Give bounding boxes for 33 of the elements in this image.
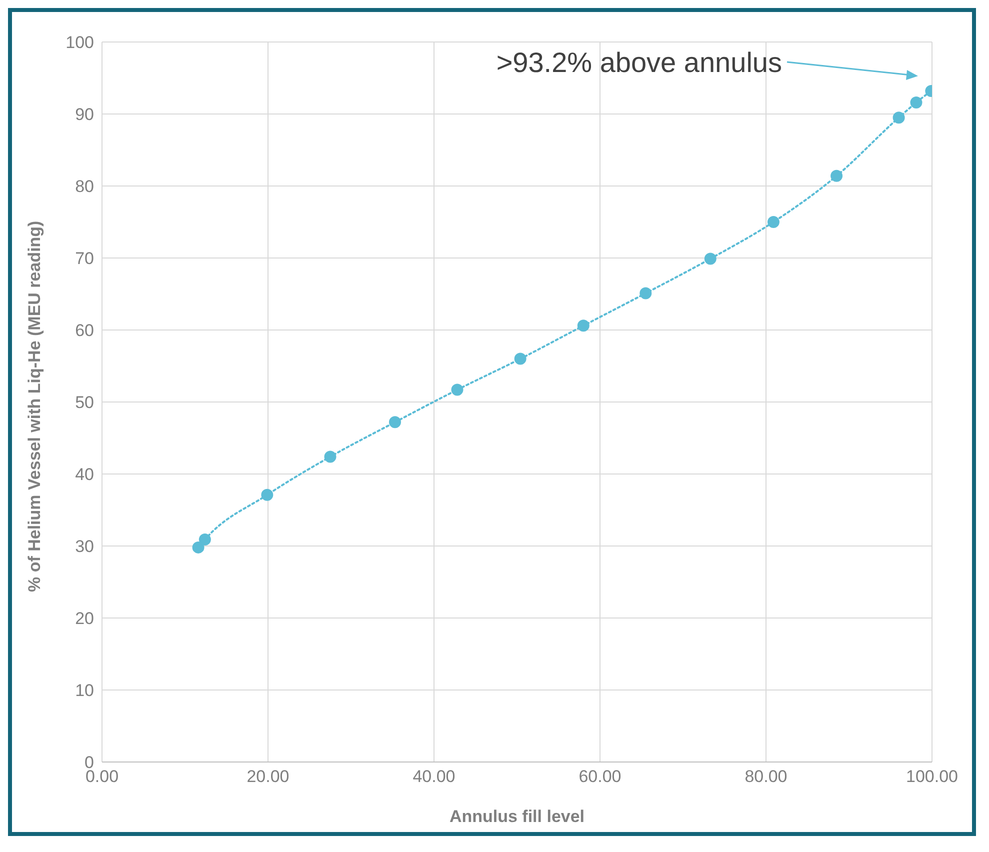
point	[451, 384, 464, 396]
point	[910, 96, 922, 108]
y-axis-title: % of Helium Vessel with Liq-He (MEU reading)	[25, 220, 44, 592]
y-tick-label: 50	[75, 393, 94, 412]
y-tick-label: 30	[75, 537, 94, 556]
y-tick-label: 70	[75, 249, 94, 268]
y-tick-label: 20	[75, 609, 94, 628]
x-tick-label: 0.00	[85, 767, 119, 786]
point	[198, 534, 211, 546]
y-tick-label: 40	[75, 465, 94, 484]
point	[830, 170, 843, 182]
x-tick-label: 100.00	[906, 767, 958, 786]
point	[577, 320, 590, 332]
point	[892, 112, 905, 124]
y-tick-label: 10	[75, 681, 94, 700]
y-tick-label: 60	[75, 321, 94, 340]
annotation: >93.2% above annulus	[496, 47, 782, 78]
point	[388, 416, 401, 428]
point	[192, 541, 204, 554]
y-tick-label: 90	[75, 105, 94, 124]
y-tick-label: 80	[75, 177, 94, 196]
y-tick-label: 100	[66, 33, 94, 52]
point	[704, 252, 716, 265]
x-tick-label: 80.00	[744, 767, 788, 786]
point	[640, 287, 652, 300]
x-tick-label: 40.00	[412, 767, 456, 786]
point	[514, 352, 526, 365]
point	[261, 488, 274, 501]
point	[324, 450, 336, 463]
x-tick-label: 60.00	[578, 767, 622, 786]
x-axis-title: Annulus fill level	[449, 807, 585, 826]
point	[767, 216, 780, 228]
x-tick-label: 20.00	[246, 767, 290, 786]
